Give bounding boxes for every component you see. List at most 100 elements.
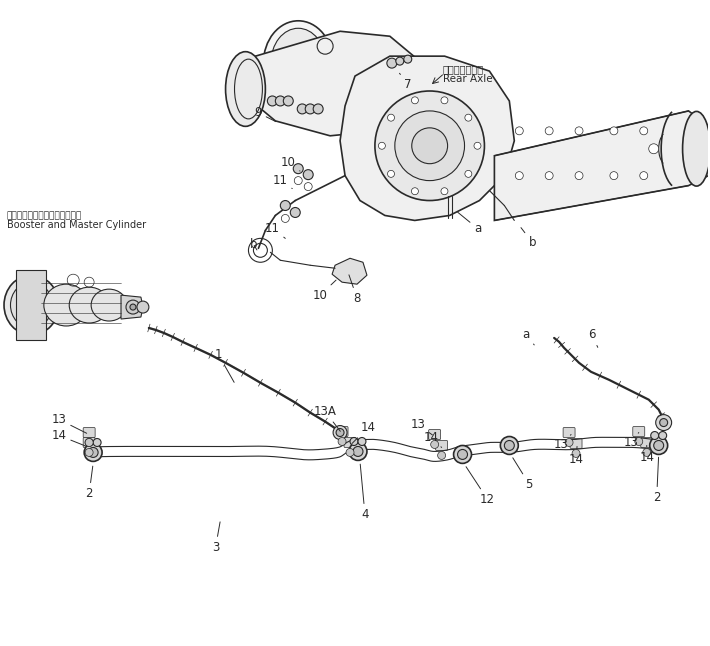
Circle shape [304,183,312,191]
Circle shape [388,114,395,121]
Circle shape [431,441,439,448]
Circle shape [515,172,523,180]
Polygon shape [121,295,143,319]
Circle shape [294,176,302,185]
Polygon shape [16,270,46,340]
Circle shape [465,171,472,178]
Text: 13: 13 [52,413,87,433]
Text: 2: 2 [85,466,93,500]
Circle shape [654,441,664,450]
Circle shape [375,91,484,200]
Polygon shape [494,111,709,220]
Ellipse shape [44,284,89,326]
Circle shape [501,437,518,454]
Text: 13: 13 [410,418,432,435]
Circle shape [437,452,446,459]
Circle shape [635,437,643,446]
Circle shape [85,439,93,446]
Circle shape [412,128,447,163]
Circle shape [441,188,448,194]
Circle shape [130,304,136,310]
Circle shape [336,428,344,437]
Text: 1: 1 [215,348,234,382]
Text: 8: 8 [349,275,361,305]
FancyBboxPatch shape [633,426,645,437]
Circle shape [545,127,553,135]
Circle shape [137,301,149,313]
Circle shape [515,127,523,135]
Text: 10: 10 [281,156,300,171]
Circle shape [283,96,293,106]
Ellipse shape [4,275,59,335]
Circle shape [350,437,358,446]
FancyBboxPatch shape [640,437,652,448]
Text: 9: 9 [255,107,276,121]
FancyBboxPatch shape [83,437,95,448]
FancyBboxPatch shape [344,437,356,448]
Circle shape [640,172,648,180]
Circle shape [649,144,659,154]
Text: 3: 3 [212,522,220,554]
Text: 7: 7 [400,73,412,90]
Circle shape [85,448,93,457]
Circle shape [659,432,667,439]
Text: 14: 14 [352,421,376,444]
Circle shape [572,450,580,457]
Text: Booster and Master Cylinder: Booster and Master Cylinder [6,220,146,231]
FancyBboxPatch shape [83,428,95,437]
Circle shape [126,300,140,314]
Circle shape [610,172,618,180]
Circle shape [84,444,102,461]
Circle shape [333,426,347,439]
Circle shape [275,96,285,106]
Circle shape [349,443,367,461]
Circle shape [643,448,651,457]
Circle shape [545,172,553,180]
Circle shape [404,55,412,63]
Circle shape [268,96,278,106]
Ellipse shape [271,28,326,98]
Ellipse shape [263,21,333,105]
Circle shape [610,127,618,135]
Ellipse shape [70,287,109,323]
Circle shape [290,207,300,218]
Circle shape [388,171,395,178]
Circle shape [395,57,404,65]
Text: b: b [521,227,536,249]
Circle shape [297,104,307,114]
Circle shape [650,437,667,454]
FancyBboxPatch shape [429,430,441,439]
Circle shape [281,214,289,222]
Text: b: b [250,238,257,251]
FancyBboxPatch shape [336,426,348,437]
Polygon shape [332,258,367,284]
Text: 5: 5 [513,458,533,491]
Text: 14: 14 [569,446,584,466]
Circle shape [504,441,514,450]
Text: a: a [458,213,481,235]
Text: 11: 11 [265,222,285,238]
Circle shape [575,127,583,135]
Circle shape [305,104,315,114]
Text: 11: 11 [273,174,293,189]
Text: 13A: 13A [314,405,340,432]
Circle shape [378,142,386,149]
Text: 12: 12 [466,466,495,506]
Text: a: a [523,328,534,345]
Circle shape [640,127,648,135]
Circle shape [280,200,290,211]
FancyBboxPatch shape [563,428,575,437]
Circle shape [441,97,448,104]
Circle shape [565,439,573,446]
Text: 2: 2 [653,457,660,504]
Circle shape [353,446,363,457]
Text: 13: 13 [554,435,571,451]
Text: 6: 6 [588,328,598,348]
Text: 13: 13 [623,433,639,449]
Polygon shape [241,31,430,136]
Text: 14: 14 [639,446,654,464]
Text: 4: 4 [360,464,368,521]
Text: ブースタおよびマスタシリンダ: ブースタおよびマスタシリンダ [6,211,82,220]
Circle shape [85,439,93,446]
Text: Rear Axle: Rear Axle [442,74,492,84]
